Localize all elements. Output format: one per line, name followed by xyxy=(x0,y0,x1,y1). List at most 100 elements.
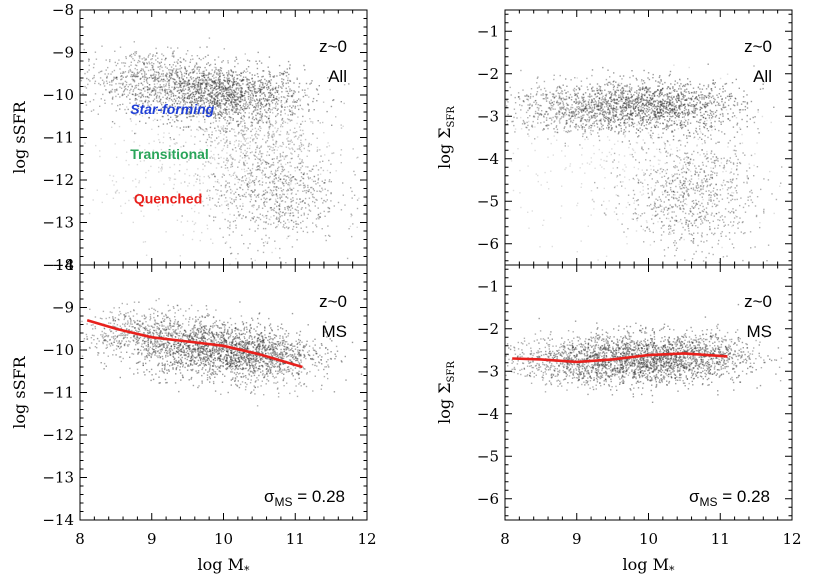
scatter-point xyxy=(641,118,644,120)
scatter-point xyxy=(340,101,342,103)
scatter-point xyxy=(283,193,285,196)
scatter-point xyxy=(663,103,665,105)
scatter-point xyxy=(138,82,140,85)
scatter-point xyxy=(724,90,726,92)
scatter-point xyxy=(707,114,709,116)
scatter-point xyxy=(630,124,633,127)
scatter-point xyxy=(237,62,239,65)
scatter-point xyxy=(664,81,666,84)
scatter-point xyxy=(218,78,220,81)
scatter-point xyxy=(244,90,246,93)
scatter-point xyxy=(313,175,315,178)
scatter-point xyxy=(182,145,185,147)
scatter-point xyxy=(650,136,652,139)
scatter-point xyxy=(303,147,305,150)
scatter-point xyxy=(225,102,227,105)
scatter-point xyxy=(714,116,717,118)
scatter-point xyxy=(286,68,288,70)
scatter-point xyxy=(310,143,312,146)
scatter-point xyxy=(232,82,234,84)
scatter-point xyxy=(318,85,320,87)
scatter-point xyxy=(281,106,283,108)
scatter-point xyxy=(210,141,213,143)
scatter-point xyxy=(268,56,271,58)
scatter-point xyxy=(147,88,149,91)
scatter-point xyxy=(143,62,146,64)
scatter-point xyxy=(153,73,155,75)
scatter-point xyxy=(181,99,184,101)
scatter-point xyxy=(294,170,296,172)
scatter-point xyxy=(122,82,124,84)
scatter-point xyxy=(648,101,650,104)
scatter-point xyxy=(288,95,290,97)
scatter-point xyxy=(241,90,243,93)
scatter-point xyxy=(116,76,118,79)
scatter-point xyxy=(262,84,264,86)
scatter-point xyxy=(126,151,128,153)
scatter-point xyxy=(204,130,206,133)
scatter-point xyxy=(206,144,209,147)
scatter-point xyxy=(717,96,719,99)
scatter-point xyxy=(621,110,623,112)
scatter-point xyxy=(174,105,176,108)
scatter-point xyxy=(661,88,664,90)
scatter-point xyxy=(310,120,312,123)
scatter-point xyxy=(145,176,147,179)
scatter-point xyxy=(220,111,222,113)
scatter-point xyxy=(285,71,287,74)
scatter-point xyxy=(653,100,655,102)
scatter-point xyxy=(214,113,216,115)
scatter-point xyxy=(233,144,235,146)
scatter-point xyxy=(669,87,671,89)
scatter-point xyxy=(712,82,714,84)
scatter-point xyxy=(84,187,86,190)
scatter-point xyxy=(237,113,239,115)
scatter-point xyxy=(258,158,260,161)
scatter-point xyxy=(215,79,217,81)
scatter-point xyxy=(693,107,695,109)
scatter-point xyxy=(721,100,723,103)
scatter-point xyxy=(174,79,176,81)
scatter-point xyxy=(210,150,212,152)
scatter-point xyxy=(679,124,682,126)
scatter-point xyxy=(152,55,154,57)
scatter-point xyxy=(235,258,237,260)
scatter-point xyxy=(746,101,749,104)
scatter-point xyxy=(188,74,190,76)
scatter-point xyxy=(644,104,647,106)
scatter-point xyxy=(288,184,290,186)
scatter-point xyxy=(659,122,661,125)
scatter-point xyxy=(641,93,643,95)
scatter-point xyxy=(253,83,255,85)
scatter-point xyxy=(233,96,236,98)
scatter-point xyxy=(243,163,245,165)
scatter-point xyxy=(596,105,598,107)
scatter-point xyxy=(113,122,116,125)
scatter-point xyxy=(176,86,178,88)
scatter-point xyxy=(171,53,174,55)
scatter-point xyxy=(173,82,176,84)
scatter-point xyxy=(245,138,247,140)
scatter-point xyxy=(121,75,123,77)
scatter-point xyxy=(732,126,735,128)
scatter-point xyxy=(193,85,195,88)
scatter-point xyxy=(255,142,257,144)
scatter-point xyxy=(635,132,637,134)
scatter-point xyxy=(291,107,293,109)
scatter-point xyxy=(368,153,369,154)
scatter-point xyxy=(217,69,219,71)
scatter-point xyxy=(170,72,172,75)
scatter-point xyxy=(634,107,636,109)
scatter-point xyxy=(247,87,250,89)
scatter-point xyxy=(684,89,686,91)
scatter-point xyxy=(637,136,639,138)
scatter-point xyxy=(290,114,292,116)
scatter-point xyxy=(271,158,273,160)
scatter-point xyxy=(177,89,179,92)
scatter-point xyxy=(269,75,271,78)
scatter-point xyxy=(202,75,204,77)
scatter-point xyxy=(183,101,185,103)
scatter-point xyxy=(187,95,189,98)
scatter-point xyxy=(291,200,293,202)
scatter-point xyxy=(262,170,264,172)
